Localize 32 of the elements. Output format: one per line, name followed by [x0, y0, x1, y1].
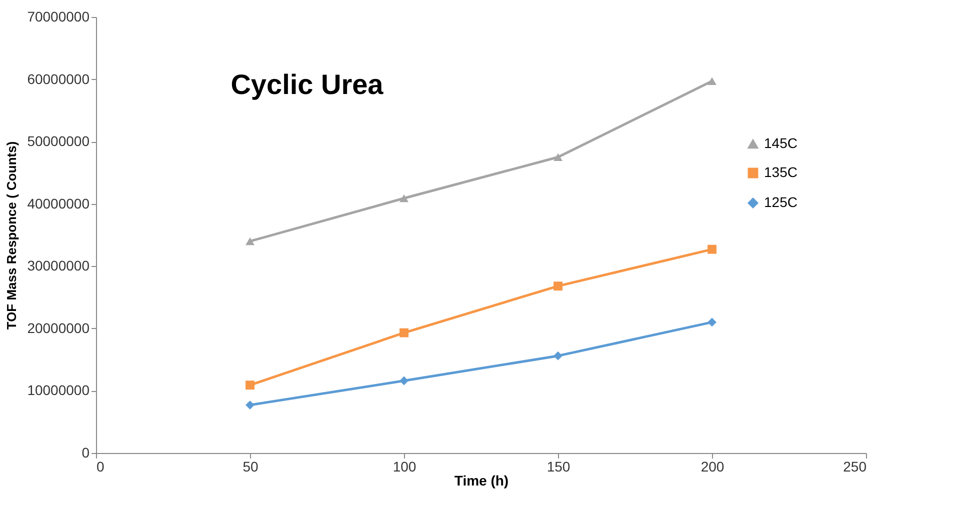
y-tick-label: 10000000	[27, 382, 90, 398]
point	[400, 328, 408, 338]
y-tick-label: 20000000	[27, 320, 90, 336]
y-tick-label: 40000000	[27, 195, 90, 212]
legend-label: 135C	[764, 164, 798, 180]
point	[246, 380, 254, 390]
x-tick-label: 200	[700, 458, 724, 474]
point	[708, 318, 716, 327]
point	[708, 77, 716, 86]
y-tick-label: 60000000	[27, 70, 90, 87]
y-tick-label: 0	[82, 444, 90, 460]
y-tick-label: 70000000	[27, 8, 90, 24]
x-tick-label: 100	[392, 458, 416, 474]
legend-label: 145C	[764, 135, 798, 151]
point	[400, 376, 408, 386]
point	[400, 194, 408, 202]
x-tick-label: 0	[96, 458, 104, 474]
legend-label: 125C	[764, 194, 798, 210]
x-tick-label: 150	[546, 458, 570, 474]
point	[554, 282, 562, 291]
point	[554, 153, 562, 162]
point	[708, 244, 716, 254]
point	[246, 400, 254, 410]
x-tick-label: 250	[843, 458, 867, 474]
y-tick-label: 30000000	[27, 258, 90, 274]
y-tick-label: 50000000	[27, 133, 90, 150]
y-axis-title: TOF Mass Responce ( Counts)	[4, 141, 20, 330]
x-tick-label: 50	[242, 458, 258, 474]
point	[246, 237, 254, 246]
text: Cyclic Urea	[230, 69, 384, 100]
point	[554, 351, 562, 360]
x-axis-title: Time (h)	[454, 472, 509, 488]
